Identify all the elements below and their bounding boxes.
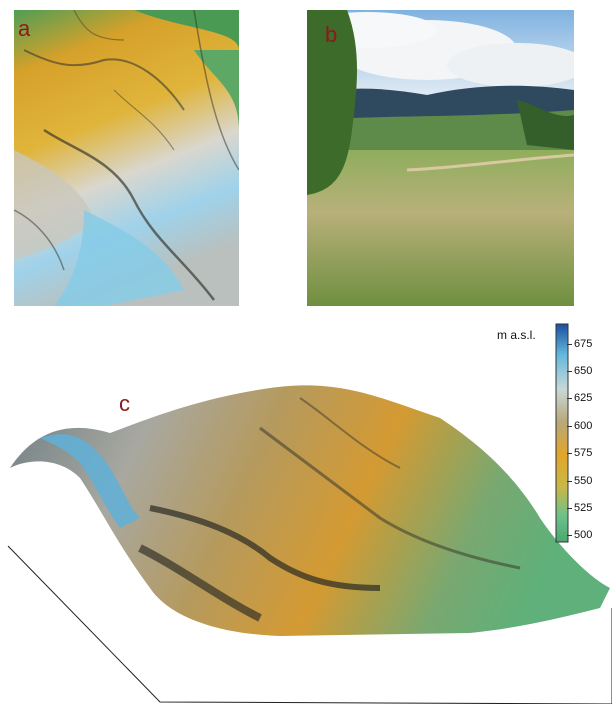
panel-c-label: c <box>119 391 130 416</box>
colorbar-tick-label: 575 <box>574 447 593 459</box>
colorbar-tickmark <box>567 398 572 399</box>
elevation-colorbar <box>555 323 569 543</box>
relief-map-graphic <box>14 10 239 306</box>
base-plane-outline <box>7 545 612 704</box>
terrain-3d-view: c m a.s.l. 675 650 625 600 575 550 525 5… <box>0 318 612 704</box>
colorbar-tick-label: 650 <box>574 365 593 377</box>
panel-b-label: b <box>325 22 338 47</box>
colorbar-tickmark <box>567 371 572 372</box>
colorbar-tickmark <box>567 508 572 509</box>
terrain-surface <box>10 385 610 636</box>
colorbar-tickmark <box>567 453 572 454</box>
colorbar-tick-label: 625 <box>574 392 593 404</box>
landscape-photo-graphic <box>307 10 574 306</box>
colorbar-tick-label: 550 <box>574 475 593 487</box>
colorbar-tickmark <box>567 344 572 345</box>
terrain-3d-graphic <box>7 323 612 704</box>
colorbar-tick-label: 600 <box>574 420 593 432</box>
colorbar-tickmark <box>567 535 572 536</box>
colorbar-tick-label: 675 <box>574 338 593 350</box>
colorbar-tick-label: 525 <box>574 502 593 514</box>
shaded-relief-map: a <box>14 10 239 306</box>
panel-a-label: a <box>18 16 31 41</box>
legend-title: m a.s.l. <box>497 328 536 342</box>
colorbar-tickmark <box>567 481 572 482</box>
colorbar-tickmark <box>567 426 572 427</box>
colorbar-tick-label: 500 <box>574 529 593 541</box>
landscape-photo: b <box>307 10 574 306</box>
